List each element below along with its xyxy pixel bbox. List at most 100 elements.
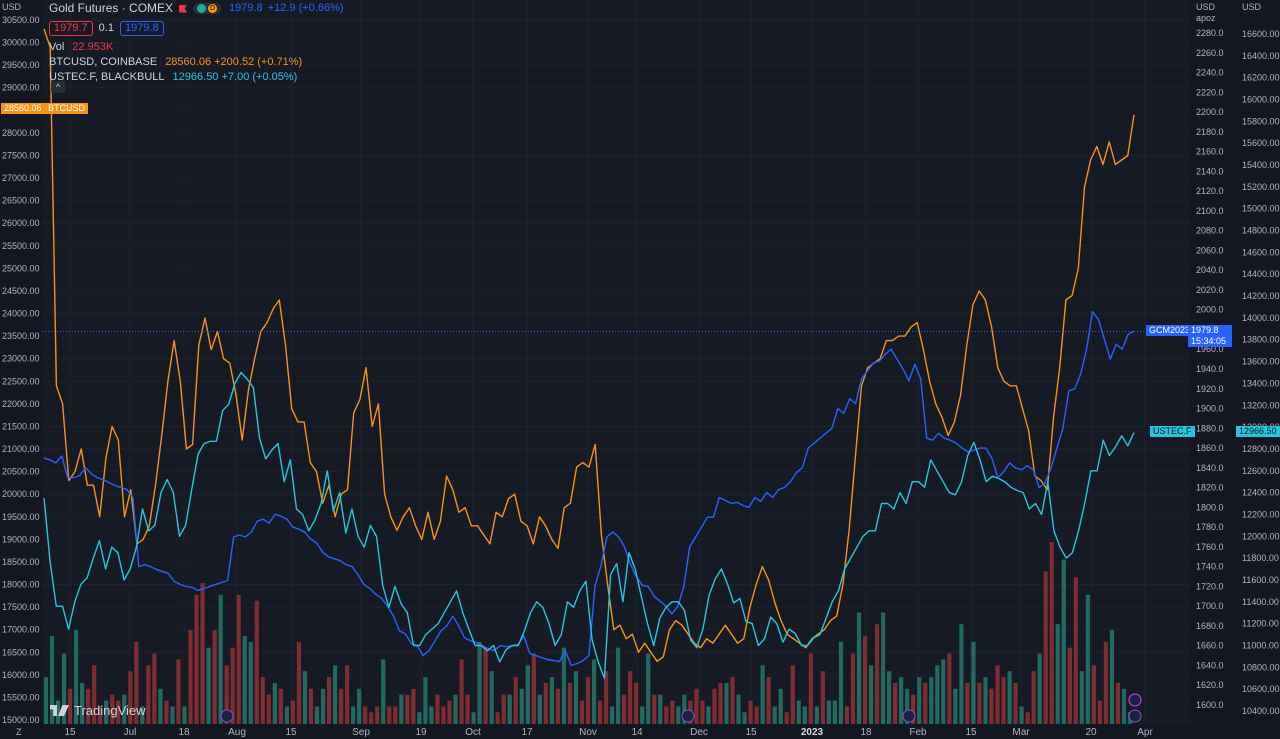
market-status-pill[interactable]: D xyxy=(193,3,222,14)
btc-legend-label[interactable]: BTCUSD, COINBASE xyxy=(49,56,158,68)
vol-label[interactable]: Vol xyxy=(49,41,65,53)
volume-bar xyxy=(260,677,265,724)
volume-bar xyxy=(453,694,458,724)
gold-axis-tick: 1760.0 xyxy=(1196,542,1224,552)
volume-bar xyxy=(658,694,663,724)
left-axis-currency[interactable]: USD xyxy=(2,2,22,12)
volume-bar xyxy=(435,694,440,724)
ustec-axis-tick: 11800.00 xyxy=(1242,553,1279,563)
series-line xyxy=(43,28,1135,662)
tradingview-logo[interactable]: TradingView xyxy=(50,703,146,718)
ustec-axis-tick: 14400.00 xyxy=(1242,269,1280,279)
volume-bar xyxy=(820,671,825,724)
time-axis-label: 18 xyxy=(178,727,190,738)
volume-bar xyxy=(326,677,332,724)
gold-axis-tick: 1840.0 xyxy=(1196,463,1224,473)
left-axis-tick: 18000.00 xyxy=(2,580,40,590)
volume-bar xyxy=(1091,665,1096,724)
series-line xyxy=(43,371,1135,679)
volume-bar xyxy=(862,635,868,724)
volume-bar xyxy=(134,641,139,724)
ustec-axis-tick: 14600.00 xyxy=(1242,247,1280,257)
volume-bar xyxy=(188,630,193,724)
volume-bar xyxy=(531,653,536,724)
volume-bar xyxy=(1061,559,1066,724)
right-axis-gold-currency[interactable]: USD xyxy=(1196,2,1216,12)
volume-bar xyxy=(748,700,753,724)
vol-value: 22.953K xyxy=(72,41,114,53)
right-axis-gold-unit: apoz xyxy=(1196,13,1216,23)
gold-axis-tick: 2100.0 xyxy=(1196,206,1224,216)
volume-bar xyxy=(236,594,241,724)
btc-price-tag: 28560.06 xyxy=(1,103,45,114)
gold-axis-tick: 1660.0 xyxy=(1196,641,1224,651)
volume-bar xyxy=(965,682,970,724)
volume-bar xyxy=(375,706,380,724)
flag-icon[interactable] xyxy=(179,4,188,13)
collapse-legend-button[interactable]: ^ xyxy=(51,81,65,93)
left-axis-tick: 24000.00 xyxy=(2,309,40,319)
ustec-axis-tick: 14000.00 xyxy=(1242,313,1280,323)
volume-bar xyxy=(549,677,554,724)
ustec-axis-tick: 10800.00 xyxy=(1242,662,1280,672)
volume-bar xyxy=(278,688,283,724)
volume-bar xyxy=(784,712,789,724)
left-axis-tick: 17500.00 xyxy=(2,602,40,612)
volume-bar xyxy=(652,694,657,724)
ustec-axis-tick: 14200.00 xyxy=(1242,291,1280,301)
volume-bar xyxy=(826,700,831,724)
volume-bar xyxy=(110,694,115,724)
volume-bar xyxy=(320,688,326,724)
volume-bar xyxy=(1019,706,1024,724)
volume-bar xyxy=(140,706,145,724)
volume-bar xyxy=(513,677,518,724)
volume-bar xyxy=(802,706,807,724)
ustec-axis-tick: 15800.00 xyxy=(1242,116,1280,126)
gold-axis-tick: 2260.0 xyxy=(1196,48,1224,58)
time-axis-label: Jul xyxy=(124,727,137,738)
gold-axis-tick: 1860.0 xyxy=(1196,443,1224,453)
gold-axis-tick: 1600.0 xyxy=(1196,700,1224,710)
ustec-legend-label[interactable]: USTEC.F, BLACKBULL xyxy=(49,71,165,83)
gold-axis-tick: 1880.0 xyxy=(1196,423,1224,433)
left-axis-tick: 19000.00 xyxy=(2,534,40,544)
time-axis-label: 17 xyxy=(521,727,533,738)
ustec-axis-tick: 12200.00 xyxy=(1242,509,1280,519)
left-axis-tick: 27500.00 xyxy=(2,150,40,160)
volume-bar xyxy=(706,706,711,724)
right-axis-ustec-currency[interactable]: USD xyxy=(1242,2,1262,12)
volume-bar xyxy=(899,677,904,724)
volume-bar xyxy=(86,688,91,724)
volume-bar xyxy=(525,665,530,724)
time-axis-label: 2023 xyxy=(801,727,824,738)
volume-bar xyxy=(989,688,994,724)
gold-price-tag-value: 1979.8 xyxy=(1191,325,1219,335)
gold-axis-tick: 1720.0 xyxy=(1196,581,1224,591)
volume-bar xyxy=(543,682,548,724)
volume-bar xyxy=(977,682,982,724)
volume-bar xyxy=(766,677,771,724)
spread-value: 0.1 xyxy=(98,21,114,34)
volume-bar xyxy=(387,706,392,724)
ustec-name-tag: USTEC.F xyxy=(1150,426,1195,437)
left-axis-tick: 19500.00 xyxy=(2,512,40,522)
tradingview-logo-text: TradingView xyxy=(74,703,146,718)
time-axis-label: 20 xyxy=(1085,727,1097,738)
volume-bar xyxy=(477,641,482,724)
gold-axis-tick: 1940.0 xyxy=(1196,364,1224,374)
ustec-axis-tick: 15000.00 xyxy=(1242,204,1280,214)
symbol-title[interactable]: Gold Futures · COMEX xyxy=(49,1,174,15)
volume-bar xyxy=(519,688,524,724)
corner-z-label[interactable]: Z xyxy=(16,727,22,737)
left-axis-tick: 28000.00 xyxy=(2,128,40,138)
buy-button[interactable]: 1979.8 xyxy=(119,20,164,36)
gold-axis-tick: 1820.0 xyxy=(1196,483,1224,493)
time-axis-label: Mar xyxy=(1012,727,1030,738)
sell-button[interactable]: 1979.7 xyxy=(49,20,93,36)
time-axis-label: 15 xyxy=(965,727,977,738)
volume-bar xyxy=(742,712,747,724)
volume-bar xyxy=(218,594,223,724)
ustec-axis-tick: 16200.00 xyxy=(1242,73,1280,83)
volume-bar xyxy=(507,694,512,724)
